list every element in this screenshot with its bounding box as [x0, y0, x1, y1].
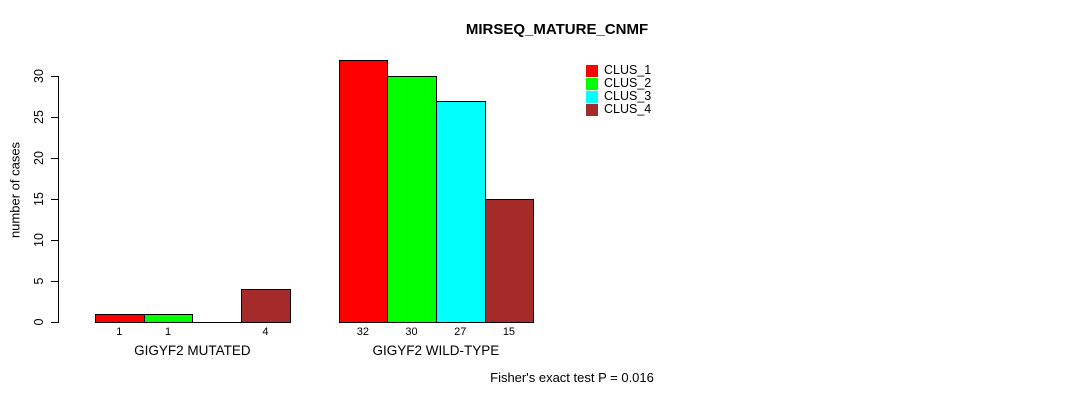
category-label-gigyf2-wild-type: GIGYF2 WILD-TYPE	[372, 343, 500, 358]
legend-swatch-clus-1	[586, 64, 598, 77]
y-tick-label-15: 15	[32, 192, 46, 206]
y-axis-label: number of cases	[7, 141, 23, 239]
y-tick-25	[51, 117, 59, 118]
y-tick-15	[51, 199, 59, 200]
legend-label-clus-3: CLUS_3	[604, 89, 652, 103]
legend-item-clus-2: CLUS_2	[586, 77, 651, 90]
y-tick-0	[51, 322, 59, 323]
stat-annotation: Fisher's exact test P = 0.016	[490, 370, 654, 385]
y-tick-label-30: 30	[32, 69, 46, 83]
y-tick-5	[51, 281, 59, 282]
y-tick-10	[51, 240, 59, 241]
y-tick-30	[51, 76, 59, 77]
bar-clus-1-gigyf2-mutated	[95, 313, 145, 323]
legend-swatch-clus-4	[586, 103, 598, 116]
bar-value-label-clus-2-gigyf2-mutated: 1	[164, 326, 172, 338]
bar-clus-4-gigyf2-wild-type	[484, 199, 535, 323]
bar-value-label-clus-4-gigyf2-wild-type: 15	[502, 326, 516, 338]
legend-label-clus-4: CLUS_4	[604, 102, 652, 116]
legend-swatch-clus-3	[586, 90, 598, 103]
legend-label-clus-1: CLUS_1	[604, 63, 652, 77]
y-tick-label-25: 25	[32, 110, 46, 124]
bar-value-label-clus-1-gigyf2-mutated: 1	[116, 326, 123, 338]
y-tick-20	[51, 158, 59, 159]
chart-title: MIRSEQ_MATURE_CNMF	[465, 21, 649, 38]
bar-value-label-clus-3-gigyf2-wild-type: 27	[454, 326, 467, 338]
y-tick-label-0: 0	[32, 318, 46, 326]
legend-swatch-clus-2	[586, 77, 598, 90]
legend-item-clus-3: CLUS_3	[586, 90, 651, 103]
bar-clus-4-gigyf2-mutated	[241, 289, 291, 323]
legend-item-clus-4: CLUS_4	[586, 103, 651, 116]
category-label-gigyf2-mutated: GIGYF2 MUTATED	[134, 343, 251, 358]
y-tick-label-10: 10	[32, 233, 46, 247]
bar-clus-3-gigyf2-wild-type	[435, 100, 486, 323]
bar-value-label-clus-2-gigyf2-wild-type: 30	[405, 326, 418, 338]
bar-clus-1-gigyf2-wild-type	[338, 59, 389, 323]
bar-clus-2-gigyf2-mutated	[143, 313, 194, 323]
bar-value-label-clus-4-gigyf2-mutated: 4	[262, 326, 269, 338]
bar-clus-2-gigyf2-wild-type	[387, 76, 437, 323]
bar-clus-3-gigyf2-mutated	[192, 322, 243, 323]
legend-label-clus-2: CLUS_2	[604, 76, 652, 90]
legend-item-clus-1: CLUS_1	[586, 64, 651, 77]
y-tick-label-20: 20	[32, 151, 46, 165]
y-tick-label-5: 5	[32, 277, 46, 285]
bar-value-label-clus-1-gigyf2-wild-type: 32	[356, 326, 369, 338]
